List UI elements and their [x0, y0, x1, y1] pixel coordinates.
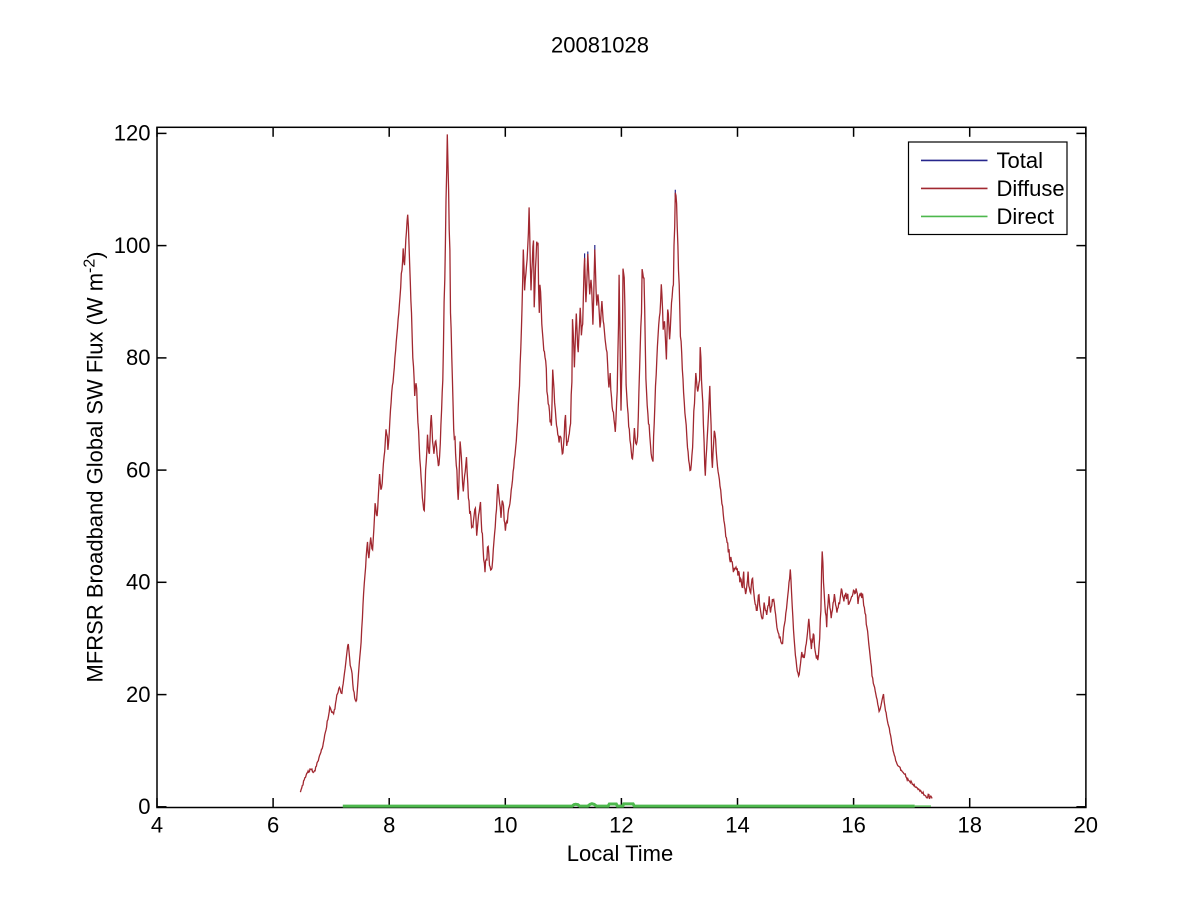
svg-text:20: 20 — [1074, 813, 1098, 838]
svg-text:18: 18 — [957, 813, 981, 838]
svg-text:Direct: Direct — [997, 204, 1054, 229]
svg-text:16: 16 — [841, 813, 865, 838]
svg-text:MFRSR Broadband Global SW Flux: MFRSR Broadband Global SW Flux (W m-2) — [82, 252, 108, 683]
svg-text:80: 80 — [126, 345, 150, 370]
svg-text:100: 100 — [114, 233, 151, 258]
svg-text:Total: Total — [997, 148, 1043, 173]
svg-text:Local Time: Local Time — [567, 841, 673, 866]
svg-text:6: 6 — [267, 813, 279, 838]
svg-text:60: 60 — [126, 457, 150, 482]
svg-text:12: 12 — [609, 813, 633, 838]
svg-text:10: 10 — [493, 813, 517, 838]
svg-text:120: 120 — [114, 121, 151, 146]
svg-text:14: 14 — [725, 813, 749, 838]
svg-text:Diffuse: Diffuse — [997, 176, 1065, 201]
svg-text:40: 40 — [126, 570, 150, 595]
svg-text:20081028: 20081028 — [551, 33, 649, 58]
svg-text:8: 8 — [383, 813, 395, 838]
svg-text:0: 0 — [138, 794, 150, 819]
svg-text:4: 4 — [151, 813, 163, 838]
svg-text:20: 20 — [126, 682, 150, 707]
